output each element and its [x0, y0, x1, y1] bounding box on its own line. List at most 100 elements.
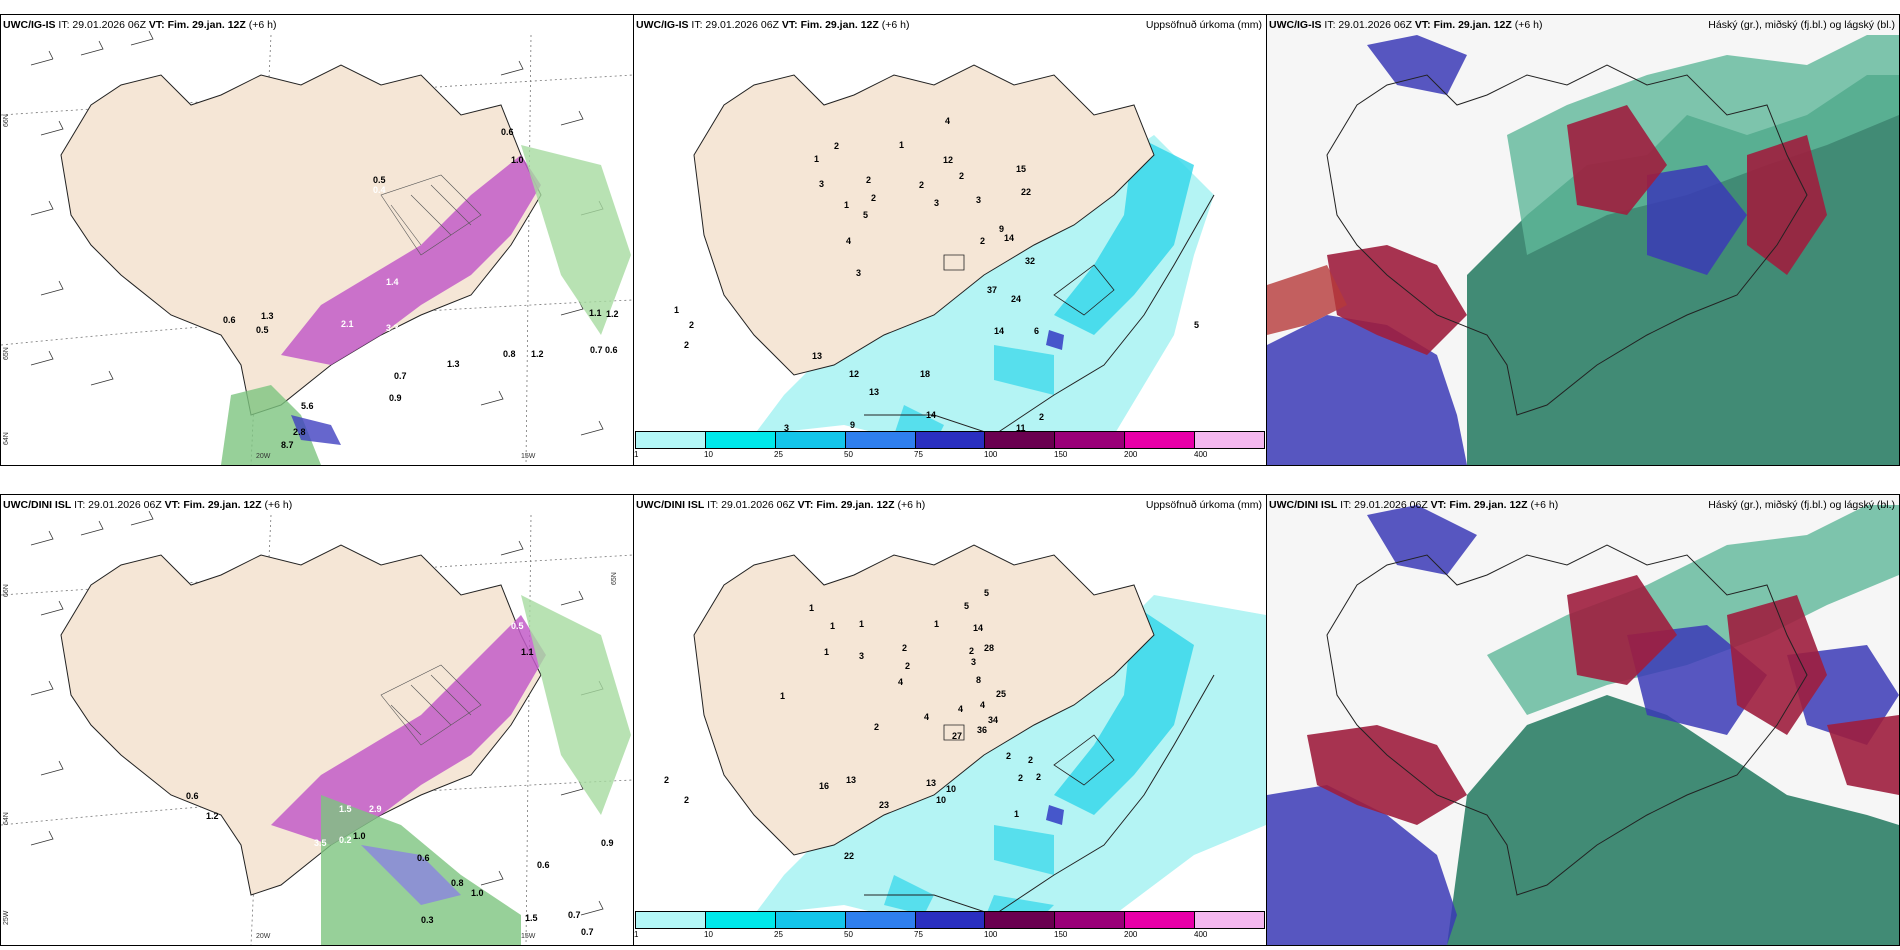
precip-label: 22: [1021, 187, 1032, 197]
panel-header: UWC/IG-IS IT: 29.01.2026 06Z VT: Fim. 29…: [3, 19, 276, 31]
precip-label: 0.7: [581, 927, 594, 937]
lon-label: 20W: [256, 933, 271, 940]
colorbar-swatch: [635, 911, 706, 929]
precip-label: 12: [849, 369, 860, 379]
panel-field-title: Uppsöfnuð úrkoma (mm): [1145, 19, 1262, 31]
precip-label: 13: [926, 778, 937, 788]
precip-label: 1: [814, 154, 820, 164]
panel-header: UWC/IG-IS IT: 29.01.2026 06Z VT: Fim. 29…: [1269, 19, 1542, 31]
precip-label: 14: [1004, 233, 1015, 243]
forecast-step: (+6 h): [248, 19, 277, 31]
colorbar-swatch: [915, 911, 986, 929]
lat-label: 64N: [3, 812, 10, 825]
lat-label: 64N: [3, 432, 10, 445]
precip-label: 13: [869, 387, 880, 397]
colorbar-tick: 75: [914, 930, 923, 939]
colorbar-tick: 50: [844, 450, 853, 459]
iceland-land: [693, 544, 1155, 856]
precip-label: 4: [980, 700, 986, 710]
precip-label: 0.2: [339, 835, 352, 845]
colorbar-swatch: [845, 431, 916, 449]
precip-label: 25: [996, 689, 1007, 699]
precip-label: 1: [844, 200, 850, 210]
panel-header: UWC/IG-IS IT: 29.01.2026 06Z VT: Fim. 29…: [636, 19, 909, 31]
precip-label: 4: [924, 712, 930, 722]
colorbar-swatch: [985, 911, 1056, 929]
coastline-south: [864, 674, 1215, 916]
init-time: IT: 29.01.2026 06Z: [691, 19, 779, 31]
precip-label: 1.4: [386, 277, 399, 287]
precip-label: 1.0: [471, 888, 484, 898]
forecast-step: (+6 h): [264, 499, 293, 511]
precip-label: 1.1: [521, 647, 534, 657]
precip-label: 2: [980, 236, 986, 246]
precip-label: 34: [988, 715, 999, 725]
precip-label: 5: [964, 601, 970, 611]
wind-barbs: [30, 510, 604, 916]
precip-label: 1.3: [261, 311, 274, 321]
precip-label: 2: [1039, 412, 1045, 422]
colorbar-tick: 100: [984, 930, 998, 939]
colorbar-swatch: [705, 431, 776, 449]
colorbar-swatch: [1055, 911, 1126, 929]
map-clouds-dini: [1267, 495, 1899, 945]
precip-label: 23: [879, 800, 890, 810]
cloud-low-west: [1267, 265, 1347, 335]
precip-label: 2: [902, 643, 908, 653]
hatched-areas: [380, 174, 482, 256]
precip-label: 10: [936, 795, 947, 805]
lon-label: 15W: [521, 453, 536, 460]
precip-label: 0.7: [568, 910, 581, 920]
precip-label: 2.9: [369, 804, 382, 814]
precip-label: 0.6: [537, 860, 550, 870]
lat-label: 66N: [3, 584, 10, 597]
precip-label: 14: [926, 410, 937, 420]
valid-time: VT: Fim. 29.jan. 12Z: [148, 19, 246, 31]
colorbar-swatch: [985, 431, 1056, 449]
precip-label: 1.2: [206, 811, 219, 821]
precip-label: 8: [976, 675, 982, 685]
precip-mid-area-south: [894, 345, 1054, 445]
cloud-mid: [1267, 315, 1467, 465]
precip-label: 10: [946, 784, 957, 794]
precip-label: 3: [859, 651, 865, 661]
precip-label: 15: [1016, 164, 1027, 174]
precip-label: 0.5: [511, 621, 524, 631]
precip-core: [1046, 805, 1064, 825]
panel-wind-precip-dini: UWC/DINI ISL IT: 29.01.2026 06Z VT: Fim.…: [0, 494, 634, 946]
cloud-low: [1307, 575, 1899, 825]
coastline-south: [864, 194, 1215, 436]
colorbar-swatch: [1125, 911, 1196, 929]
cloud-mid: [1267, 785, 1457, 945]
forecast-step: (+6 h): [1514, 19, 1543, 31]
colorbar-tick: 10: [704, 450, 713, 459]
colorbar-tick: 100: [984, 450, 998, 459]
precip-label: 5.6: [301, 401, 314, 411]
colorbar-swatch: [1125, 431, 1196, 449]
precip-label: 1: [859, 619, 865, 629]
precip-label: 2: [1006, 751, 1012, 761]
precip-label: 2: [684, 340, 690, 350]
init-time: IT: 29.01.2026 06Z: [1324, 19, 1412, 31]
lat-label: 65N: [611, 572, 618, 585]
colorbar-swatches: [635, 431, 1266, 449]
precip-label: 5: [863, 210, 869, 220]
init-time: IT: 29.01.2026 06Z: [58, 19, 146, 31]
colorbar-tick: 150: [1054, 930, 1068, 939]
valid-time: VT: Fim. 29.jan. 12Z: [1414, 19, 1512, 31]
precip-label: 0.8: [503, 349, 516, 359]
panel-field-title: Háský (gr.), miðský (fj.bl.) og lágský (…: [1708, 19, 1895, 31]
green-precip-east: [521, 145, 631, 335]
precip-label: 2: [919, 180, 925, 190]
precip-label: 16: [819, 781, 830, 791]
precip-label: 4: [958, 704, 964, 714]
panel-accum-precip-igis: UWC/IG-IS IT: 29.01.2026 06Z VT: Fim. 29…: [633, 14, 1267, 466]
precip-label: 36: [977, 725, 988, 735]
precip-label: 1.1: [589, 308, 602, 318]
precip-label: 3: [971, 657, 977, 667]
valid-time: VT: Fim. 29.jan. 12Z: [1430, 499, 1528, 511]
map-clouds-igis: [1267, 15, 1899, 465]
precip-label: 9: [999, 224, 1005, 234]
precip-label: 1: [780, 691, 786, 701]
precip-label: 1.2: [606, 309, 619, 319]
